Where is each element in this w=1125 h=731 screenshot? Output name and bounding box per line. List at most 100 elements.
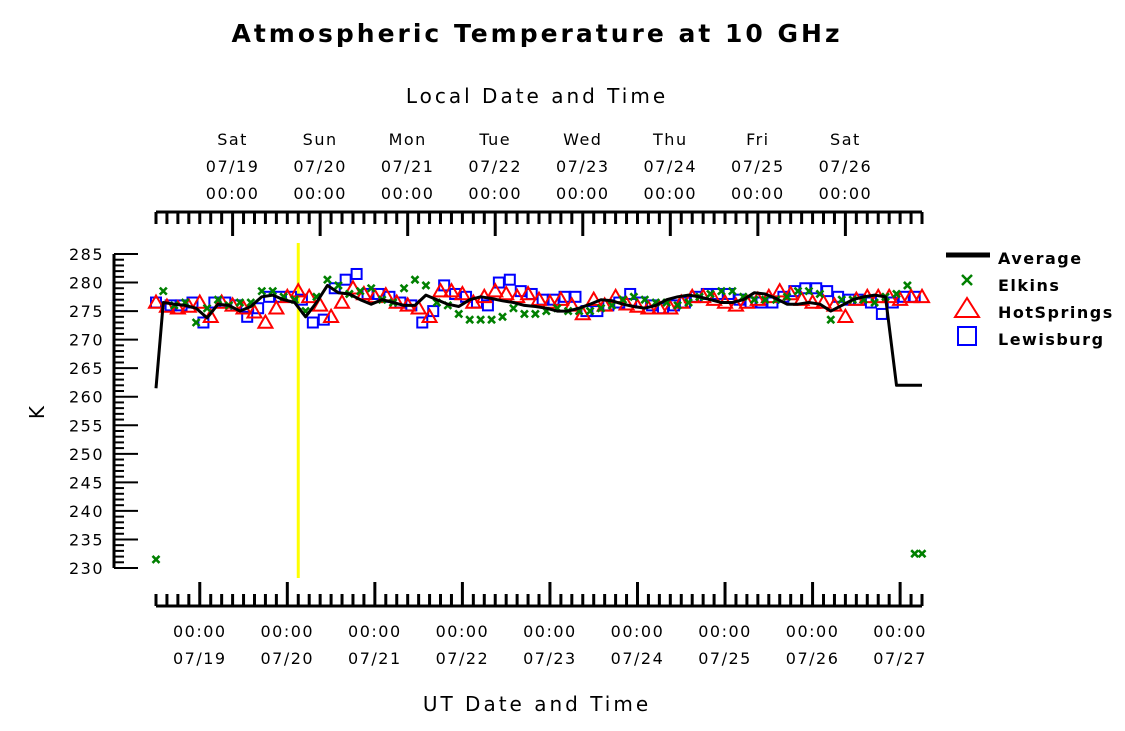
y-tick-label: 260 <box>69 388 104 407</box>
lewisburg-point <box>569 290 582 303</box>
elkins-point <box>366 283 376 293</box>
elkins-point <box>519 309 529 319</box>
y-tick-label: 235 <box>69 530 104 549</box>
elkins-point <box>268 286 278 296</box>
hotsprings-point <box>486 282 504 298</box>
elkins-point <box>454 309 464 319</box>
legend-item-hotsprings: HotSprings <box>953 296 1114 322</box>
elkins-point-stroke <box>596 303 606 313</box>
y-tick-label: 245 <box>69 473 104 492</box>
legend-item-average: Average <box>946 249 1083 268</box>
lewisburg-point <box>875 307 888 320</box>
legend-label: HotSprings <box>998 303 1114 322</box>
bottom-tick-time-label: 00:00 <box>698 622 752 641</box>
elkins-point <box>815 289 825 299</box>
elkins-point-stroke <box>629 292 639 302</box>
elkins-point-stroke <box>235 298 245 307</box>
elkins-point-stroke <box>585 306 595 316</box>
top-tick-day-label: Sun <box>303 130 338 149</box>
y-tick-label: 265 <box>69 359 104 378</box>
y-tick-label: 250 <box>69 445 104 464</box>
bottom-tick-date-label: 07/20 <box>261 649 315 668</box>
top-tick-day-label: Sat <box>217 130 248 149</box>
elkins-point <box>706 289 715 299</box>
y-tick-label: 275 <box>69 302 104 321</box>
chart-title: Atmospheric Temperature at 10 GHz <box>231 19 842 48</box>
y-tick-label: 280 <box>69 274 104 293</box>
elkins-point-stroke <box>910 549 920 559</box>
elkins-point-stroke <box>640 295 650 305</box>
top-axis-title: Local Date and Time <box>406 84 668 108</box>
elkins-point <box>640 295 650 305</box>
elkins-point <box>213 295 223 305</box>
hotsprings-point <box>256 313 275 329</box>
top-tick-day-label: Mon <box>389 130 427 149</box>
top-tick-day-label: Sat <box>830 130 861 149</box>
elkins-point-stroke <box>213 295 223 305</box>
elkins-point-stroke <box>323 275 332 285</box>
axes-layer: 230 235 240 245 250 255 260 265 270 275 280 285 Sat 0… <box>69 130 927 668</box>
hotsprings-point <box>497 284 515 301</box>
elkins-point-stroke <box>421 280 431 290</box>
elkins-point <box>596 303 606 313</box>
hotsprings-point <box>519 284 537 301</box>
elkins-point <box>892 289 901 299</box>
bottom-tick-date-label: 07/26 <box>786 649 840 668</box>
elkins-point-stroke <box>202 303 212 313</box>
bottom-tick-time-label: 00:00 <box>173 622 227 641</box>
top-tick-date-label: 07/22 <box>468 157 522 176</box>
legend-label: Average <box>998 249 1083 268</box>
top-tick-time-label: 00:00 <box>556 184 610 203</box>
elkins-point-stroke <box>333 280 343 290</box>
hotsprings-point <box>902 287 920 304</box>
y-tick-label: 255 <box>69 416 104 435</box>
elkins-point <box>465 315 475 325</box>
hotsprings-point <box>420 307 439 324</box>
series-average <box>154 283 922 389</box>
elkins-point <box>749 295 759 305</box>
bottom-tick-date-label: 07/23 <box>523 649 577 668</box>
bottom-tick-date-label: 07/22 <box>436 649 490 668</box>
elkins-point <box>917 549 927 559</box>
top-tick-time-label: 00:00 <box>381 184 435 203</box>
elkins-point <box>191 318 201 327</box>
hotsprings-point <box>442 282 461 298</box>
bottom-tick-time-label: 00:00 <box>261 622 315 641</box>
elkins-point-stroke <box>465 315 475 325</box>
legend-item-lewisburg: Lewisburg <box>957 326 1103 349</box>
elkins-point <box>498 312 507 322</box>
top-tick-date-label: 07/20 <box>293 157 347 176</box>
elkins-point-stroke <box>454 309 464 319</box>
elkins-point <box>782 292 792 302</box>
hotsprings-point <box>650 299 669 315</box>
legend-label: Elkins <box>998 276 1060 295</box>
hotsprings-point <box>333 293 351 309</box>
elkins-point <box>870 298 880 307</box>
elkins-point-stroke <box>902 280 912 290</box>
top-tick-date-label: 07/24 <box>644 157 698 176</box>
elkins-point <box>355 286 365 296</box>
elkins-point-stroke <box>804 286 814 296</box>
top-tick-time-label: 00:00 <box>819 184 873 203</box>
bottom-tick-time-label: 00:00 <box>611 622 665 641</box>
bottom-tick-time-label: 00:00 <box>436 622 490 641</box>
elkins-point-stroke <box>837 295 847 305</box>
elkins-point <box>158 286 168 296</box>
elkins-point-stroke <box>917 549 927 559</box>
bottom-tick-date-label: 07/24 <box>611 649 665 668</box>
hotsprings-point <box>727 296 745 312</box>
hotsprings-point <box>891 290 909 306</box>
series-layer <box>147 267 931 564</box>
hotsprings-point <box>344 279 362 295</box>
elkins-point-stroke <box>519 309 529 319</box>
bottom-tick-time-label: 00:00 <box>873 622 927 641</box>
elkins-point-stroke <box>826 315 836 325</box>
elkins-point-stroke <box>158 286 168 296</box>
lewisburg-point <box>317 313 330 326</box>
elkins-point-stroke <box>870 298 880 307</box>
elkins-point <box>684 298 693 307</box>
elkins-point <box>151 555 161 564</box>
elkins-point-stroke <box>476 315 486 325</box>
elkins-point-stroke <box>760 295 770 305</box>
hotsprings-point <box>836 307 855 324</box>
